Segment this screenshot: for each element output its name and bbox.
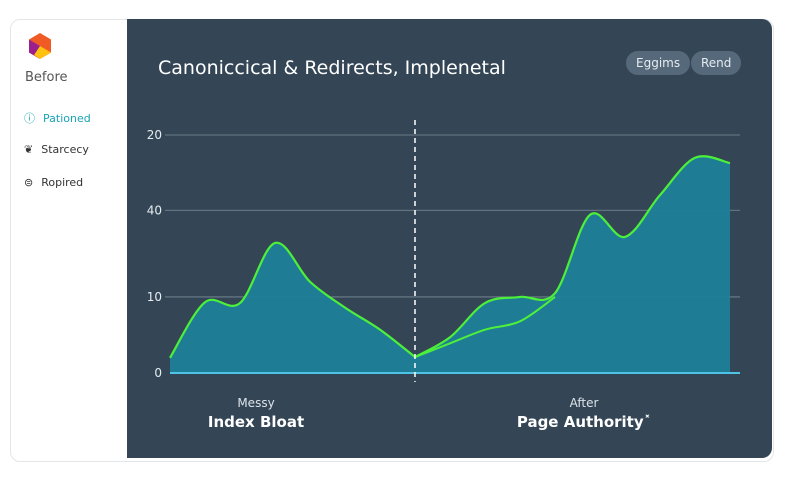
y-tick-label: 20 bbox=[147, 128, 162, 142]
sidebar-item-starcecy[interactable]: ❦ Starcecy bbox=[24, 143, 89, 156]
sidebar-item-pationed[interactable]: ⓘ Pationed bbox=[24, 111, 91, 126]
right-area bbox=[415, 156, 730, 373]
left-line bbox=[169, 241, 416, 359]
logo-icon bbox=[29, 33, 51, 59]
sidebar-item-ropired[interactable]: ⊜ Ropired bbox=[24, 176, 84, 189]
right-line bbox=[414, 155, 731, 358]
lower-line bbox=[414, 296, 556, 358]
sidebar: Before ⓘ Pationed ❦ Starcecy ⊜ Ropired bbox=[10, 19, 127, 460]
leaf-icon: ❦ bbox=[24, 143, 34, 156]
right-caption: After Page Authority˟ bbox=[516, 396, 652, 431]
sidebar-heading: Before bbox=[25, 70, 68, 85]
left-area bbox=[170, 242, 415, 373]
y-tick-label: 40 bbox=[147, 203, 162, 217]
alert-bubble-icon: ⓘ bbox=[24, 112, 35, 125]
left-caption: Messy Index Bloat bbox=[207, 396, 305, 431]
y-tick-label: 0 bbox=[154, 366, 162, 380]
y-tick-label: 10 bbox=[147, 290, 162, 304]
rend-button[interactable]: Rend bbox=[691, 51, 742, 75]
search-doc-icon: ⊜ bbox=[24, 176, 34, 189]
eggims-button[interactable]: Eggims bbox=[626, 51, 691, 75]
chart-title: Canoniccical & Redirects, Implenetal bbox=[158, 57, 506, 79]
